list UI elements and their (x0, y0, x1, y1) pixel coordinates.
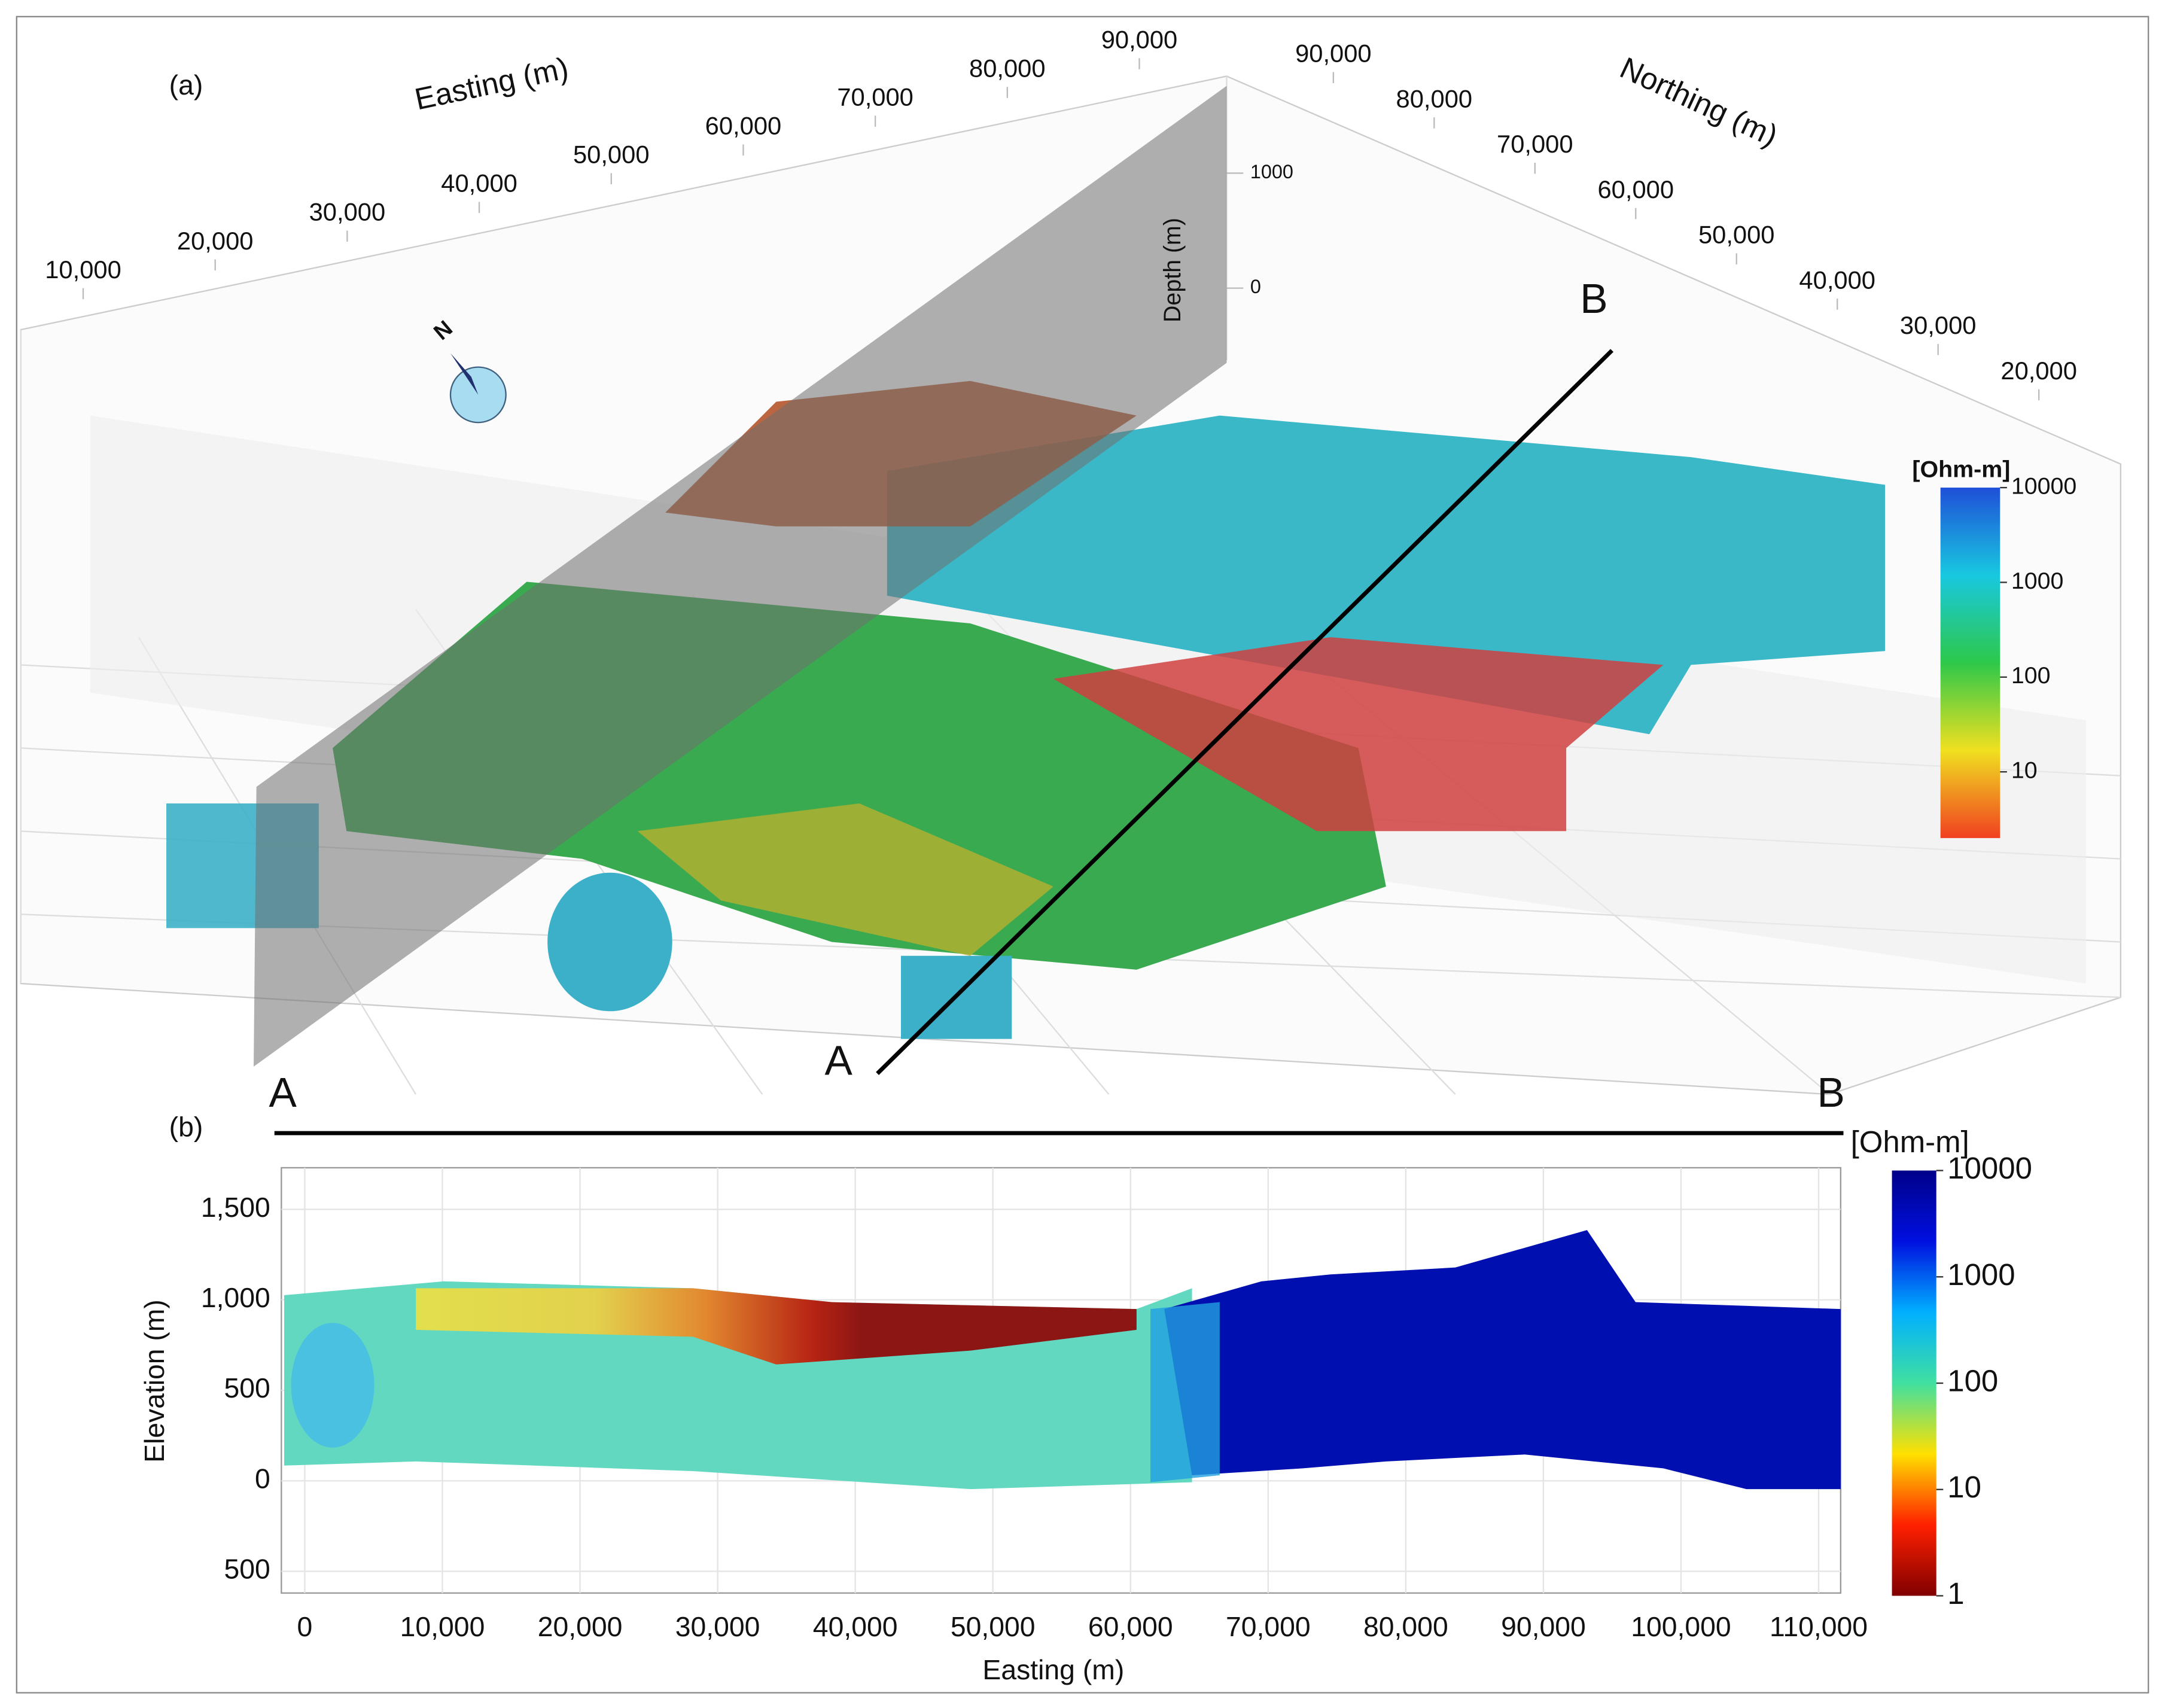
y-tick-label: 1,000 (201, 1282, 270, 1313)
colorbar-tick-label: 10000 (1947, 1151, 2032, 1185)
z-tick-label: 0 (1250, 276, 1261, 297)
x-tick-label: 90,000 (1501, 1611, 1586, 1642)
x-tick-label: 50,000 (573, 141, 650, 169)
section-plane (253, 86, 1227, 1067)
section-fill (1150, 1302, 1220, 1482)
y-tick-label: 20,000 (2000, 357, 2077, 385)
volume-scene (20, 75, 2122, 1095)
x-axis-title: Easting (m) (982, 1654, 1124, 1685)
x-tick-label: 40,000 (441, 169, 517, 197)
colorbar-tick-label: 10000 (2011, 473, 2076, 499)
volume-region (547, 872, 672, 1012)
x-tick-label: 40,000 (813, 1611, 898, 1642)
y-tick-label: 500 (224, 1554, 270, 1585)
y-tick-label: 500 (224, 1372, 270, 1403)
x-axis-title: Easting (m) (412, 51, 571, 117)
section-fill (291, 1323, 374, 1448)
section-label: A (825, 1037, 853, 1084)
x-tick-label: 60,000 (1088, 1611, 1173, 1642)
section-label: B (1580, 275, 1607, 322)
colorbar-tick-label: 10 (1947, 1470, 1981, 1504)
x-tick-label: 70,000 (837, 83, 913, 111)
x-tick-label: 30,000 (675, 1611, 760, 1642)
x-tick-label: 0 (297, 1611, 313, 1642)
section-fill (416, 1288, 1137, 1365)
section-label: A (269, 1069, 297, 1116)
y-tick-label: 30,000 (1900, 311, 1977, 339)
y-tick-label: 70,000 (1497, 130, 1573, 158)
colorbar-tick-label: 100 (1947, 1363, 1998, 1398)
y-tick-label: 80,000 (1396, 84, 1473, 112)
section-fill (1164, 1230, 1841, 1490)
colorbar (1892, 1170, 1936, 1596)
colorbar-tick-label: 100 (2011, 662, 2051, 689)
section-label: B (1817, 1069, 1844, 1116)
x-tick-label: 20,000 (538, 1611, 623, 1642)
z-tick-label: 1000 (1250, 161, 1293, 182)
y-tick-label: 90,000 (1295, 39, 1372, 68)
x-tick-label: 90,000 (1101, 25, 1178, 53)
section-image (274, 1131, 1844, 1594)
frame (16, 16, 2149, 1694)
panel-label: (b) (169, 1111, 203, 1142)
x-tick-label: 80,000 (1363, 1611, 1448, 1642)
x-tick-label: 110,000 (1770, 1611, 1868, 1642)
y-tick-label: 1,500 (201, 1192, 270, 1223)
volume-region (1053, 637, 1664, 832)
x-tick-label: 20,000 (177, 227, 254, 255)
y-axis-title: Elevation (m) (139, 1299, 170, 1463)
section-line (876, 349, 1613, 1075)
colorbar-tick-label: 1 (1947, 1576, 1964, 1610)
y-tick-label: 50,000 (1698, 221, 1775, 249)
panel-label: (a) (169, 69, 203, 101)
y-tick-label: 60,000 (1597, 175, 1674, 203)
y-tick-label: 0 (255, 1463, 270, 1494)
x-tick-label: 10,000 (400, 1611, 485, 1642)
z-axis-title: Depth (m) (1159, 218, 1186, 322)
colorbar-title: [Ohm-m] (1851, 1125, 1969, 1159)
x-tick-label: 80,000 (969, 54, 1046, 83)
colorbar-title: [Ohm-m] (1912, 456, 2010, 483)
colorbar-tick-label: 10 (2011, 757, 2038, 784)
x-tick-label: 30,000 (309, 198, 386, 226)
y-tick-label: 40,000 (1799, 266, 1875, 294)
colorbar-tick-label: 1000 (1947, 1258, 2015, 1292)
colorbar-tick-label: 1000 (2011, 568, 2064, 594)
x-tick-label: 50,000 (951, 1611, 1036, 1642)
x-tick-label: 10,000 (45, 255, 121, 284)
colorbar (1940, 488, 2000, 838)
y-axis-title: Northing (m) (1615, 50, 1783, 153)
x-tick-label: 60,000 (705, 112, 782, 140)
volume-region (637, 803, 1053, 956)
x-tick-label: 70,000 (1226, 1611, 1311, 1642)
x-tick-label: 100,000 (1631, 1611, 1731, 1642)
